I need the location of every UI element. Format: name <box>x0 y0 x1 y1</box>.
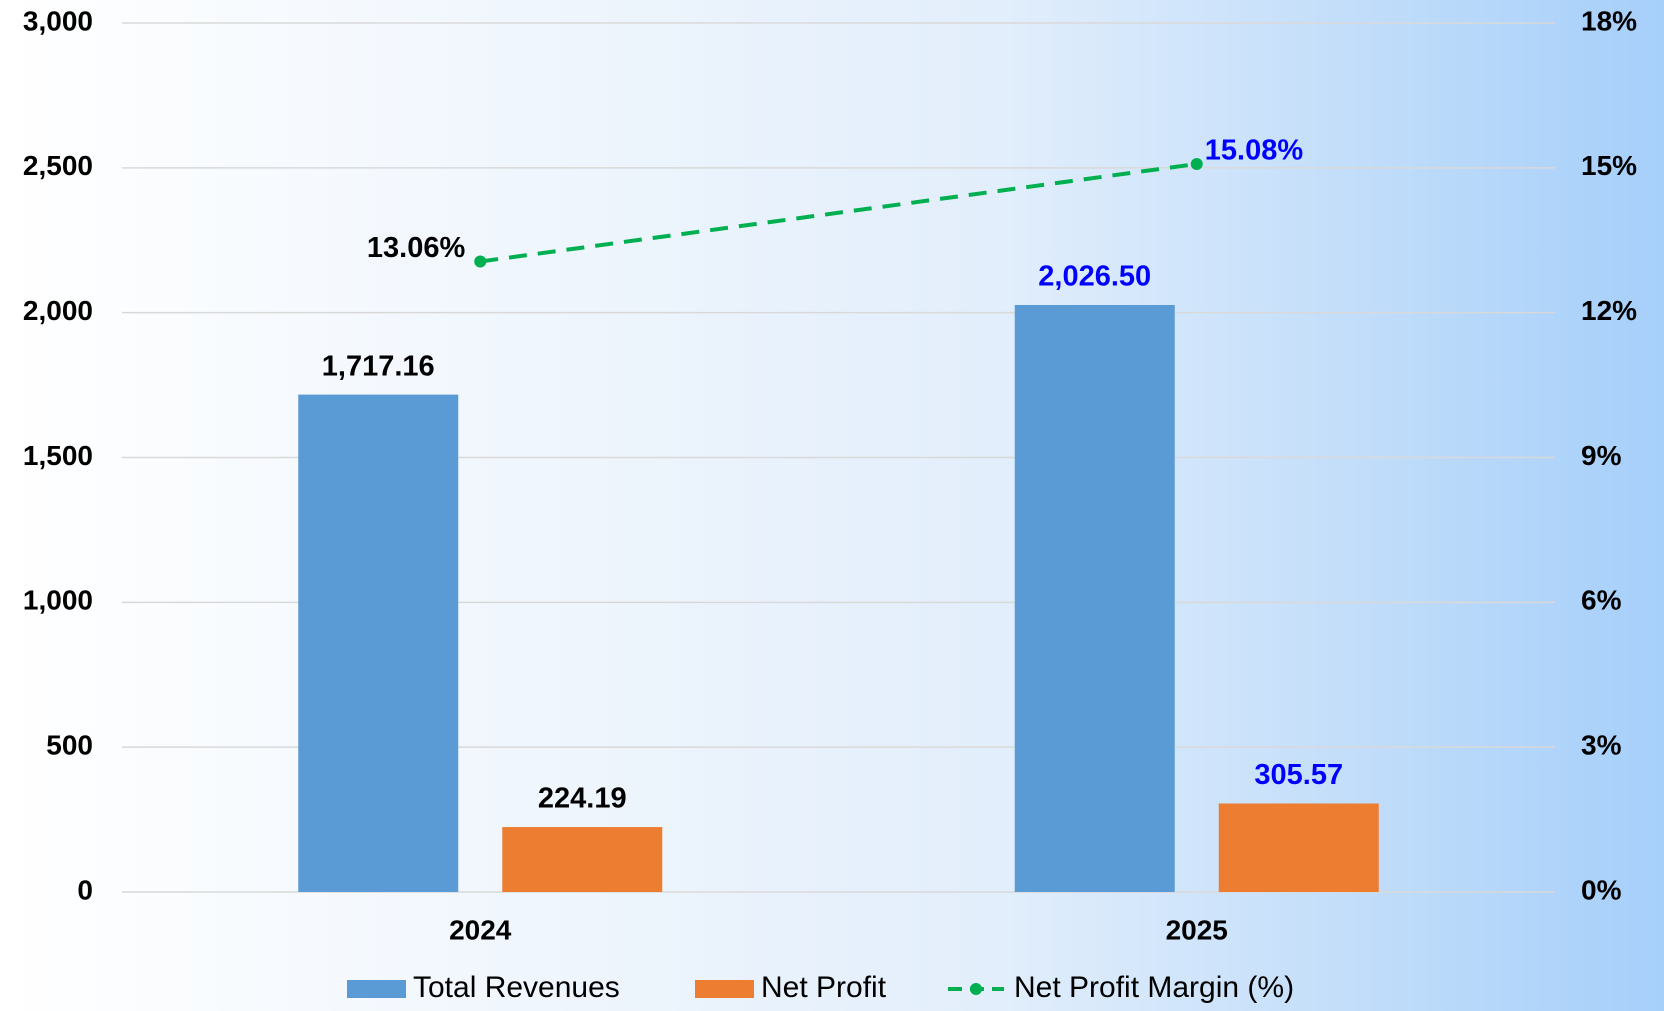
legend-swatch <box>695 980 754 998</box>
data-label: 15.08% <box>1205 135 1304 167</box>
data-label: 305.57 <box>1254 759 1343 791</box>
y2-tick-label: 15% <box>1581 150 1637 181</box>
data-label: 13.06% <box>367 232 466 264</box>
data-label: 2,026.50 <box>1038 261 1151 293</box>
y-tick-label: 0 <box>77 874 93 905</box>
bar <box>1218 803 1379 892</box>
x-tick-label: 2024 <box>449 914 512 945</box>
legend-swatch-point <box>970 983 982 995</box>
line-point <box>1190 157 1203 170</box>
legend-swatch <box>347 980 406 998</box>
y2-tick-label: 3% <box>1581 730 1622 761</box>
y-tick-label: 1,500 <box>23 440 93 471</box>
legend-label: Net Profit Margin (%) <box>1014 971 1294 1004</box>
y-tick-label: 500 <box>46 730 93 761</box>
data-label: 224.19 <box>538 783 627 815</box>
y2-tick-label: 18% <box>1581 5 1637 36</box>
line <box>479 161 1198 264</box>
x-tick-label: 2025 <box>1166 914 1228 945</box>
bar <box>502 827 663 892</box>
y2-tick-label: 9% <box>1581 440 1622 471</box>
y-tick-label: 1,000 <box>23 585 93 616</box>
y2-tick-label: 6% <box>1581 585 1622 616</box>
y2-tick-label: 0% <box>1581 874 1622 905</box>
legend-label: Total Revenues <box>413 971 620 1004</box>
y-tick-label: 3,000 <box>23 5 93 36</box>
y2-tick-label: 12% <box>1581 295 1637 326</box>
legend-label: Net Profit <box>761 971 887 1004</box>
data-label: 1,717.16 <box>322 350 435 382</box>
bar <box>1014 304 1175 893</box>
line-point <box>474 255 487 268</box>
y-tick-label: 2,500 <box>23 150 93 181</box>
y-tick-label: 2,000 <box>23 295 93 326</box>
bar <box>298 394 459 892</box>
